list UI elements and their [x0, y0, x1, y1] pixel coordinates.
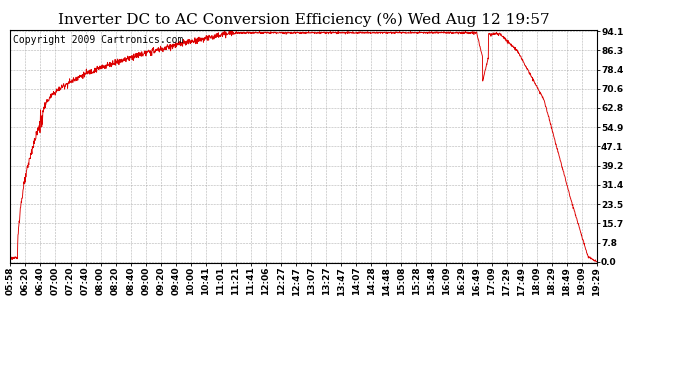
Title: Inverter DC to AC Conversion Efficiency (%) Wed Aug 12 19:57: Inverter DC to AC Conversion Efficiency …: [58, 13, 549, 27]
Text: Copyright 2009 Cartronics.com: Copyright 2009 Cartronics.com: [13, 34, 184, 45]
